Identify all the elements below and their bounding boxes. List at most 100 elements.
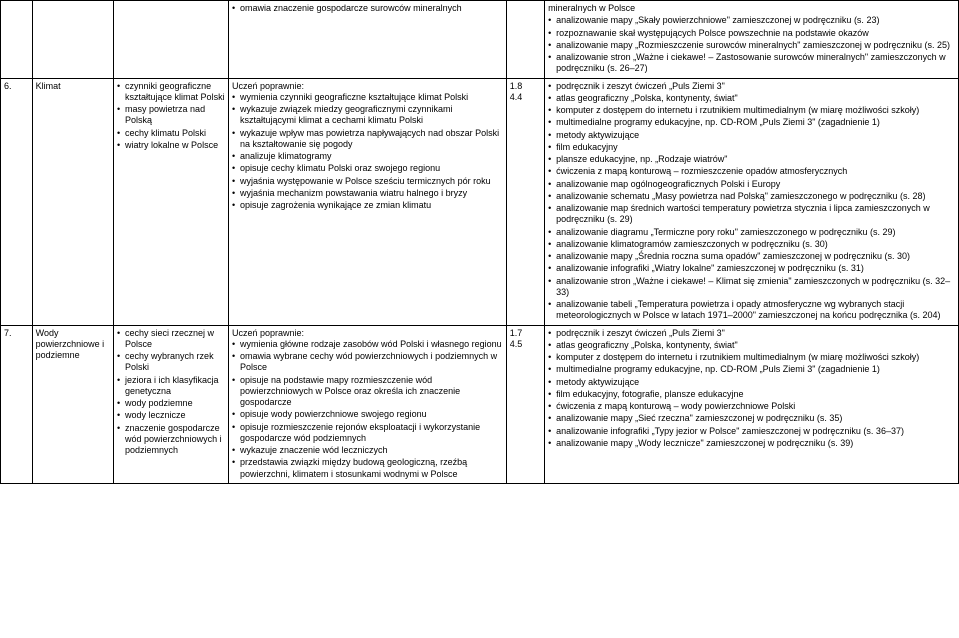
cell-resources: mineralnych w Polsceanalizowanie mapy „S… — [545, 1, 959, 79]
list-item: cechy klimatu Polski — [117, 128, 225, 139]
list-item: analizowanie mapy „Średnia roczna suma o… — [548, 251, 955, 262]
list-item: wykazuje znaczenie wód leczniczych — [232, 445, 503, 456]
list-item: czynniki geograficzne kształtujące klima… — [117, 81, 225, 104]
list-item: wymienia główne rodzaje zasobów wód Pols… — [232, 339, 503, 350]
list-item: cechy sieci rzecznej w Polsce — [117, 328, 225, 351]
ref-codes: 1.84.4 — [510, 81, 541, 104]
curriculum-table: omawia znaczenie gospodarcze surowców mi… — [0, 0, 959, 484]
list-item: opisuje na podstawie mapy rozmieszczenie… — [232, 375, 503, 409]
cell-title — [32, 1, 113, 79]
list-item: masy powietrza nad Polską — [117, 104, 225, 127]
ref-code: 4.5 — [510, 339, 541, 350]
row-title: Wody powierzchniowe i podziemne — [36, 328, 105, 361]
topic-list: czynniki geograficzne kształtujące klima… — [117, 81, 225, 152]
outcome-prefix: Uczeń poprawnie: — [232, 81, 503, 92]
topic-list: cechy sieci rzecznej w Polscecechy wybra… — [117, 328, 225, 457]
resource-list: podręcznik i zeszyt ćwiczeń „Puls Ziemi … — [548, 328, 955, 450]
list-item: wiatry lokalne w Polsce — [117, 140, 225, 151]
list-item: wykazuje związek miedzy geograficznymi c… — [232, 104, 503, 127]
list-item: atlas geograficzny „Polska, kontynenty, … — [548, 93, 955, 104]
list-item: analizowanie infografiki „Typy jezior w … — [548, 426, 955, 437]
cell-topics — [114, 1, 229, 79]
cell-title: Klimat — [32, 78, 113, 325]
cell-ref: 1.84.4 — [506, 78, 544, 325]
list-item: wody podziemne — [117, 398, 225, 409]
outcome-list: omawia znaczenie gospodarcze surowców mi… — [232, 3, 503, 14]
cell-ref: 1.74.5 — [506, 325, 544, 483]
list-item: film edukacyjny, fotografie, plansze edu… — [548, 389, 955, 400]
cell-ref — [506, 1, 544, 79]
list-item: przedstawia związki między budową geolog… — [232, 457, 503, 480]
list-item: podręcznik i zeszyt ćwiczeń „Puls Ziemi … — [548, 328, 955, 339]
cell-outcomes: Uczeń poprawnie: wymienia główne rodzaje… — [228, 325, 506, 483]
list-item: analizowanie mapy „Rozmieszczenie surowc… — [548, 40, 955, 51]
list-item: opisuje zagrożenia wynikające ze zmian k… — [232, 200, 503, 211]
cell-resources: podręcznik i zeszyt ćwiczeń „Puls Ziemi … — [545, 78, 959, 325]
list-item: analizowanie mapy „Skały powierzchniowe"… — [548, 15, 955, 26]
list-item: analizowanie diagramu „Termiczne pory ro… — [548, 227, 955, 238]
list-item: analizowanie stron „Ważne i ciekawe! – Z… — [548, 52, 955, 75]
table-row: omawia znaczenie gospodarcze surowców mi… — [1, 1, 959, 79]
list-item: plansze edukacyjne, np. „Rodzaje wiatrów… — [548, 154, 955, 165]
row-number: 7. — [4, 328, 12, 338]
list-item: analizowanie schematu „Masy powietrza na… — [548, 191, 955, 202]
ref-code: 1.7 — [510, 328, 541, 339]
list-item: komputer z dostępem do internetu i rzutn… — [548, 352, 955, 363]
list-item: metody aktywizujące — [548, 377, 955, 388]
list-item: metody aktywizujące — [548, 130, 955, 141]
list-item: analizowanie mapy „Wody lecznicze" zamie… — [548, 438, 955, 449]
list-item: ćwiczenia z mapą konturową – wody powier… — [548, 401, 955, 412]
row-title: Klimat — [36, 81, 61, 91]
list-item: omawia wybrane cechy wód powierzchniowyc… — [232, 351, 503, 374]
list-item: omawia znaczenie gospodarcze surowców mi… — [232, 3, 503, 14]
cell-outcomes: Uczeń poprawnie: wymienia czynniki geogr… — [228, 78, 506, 325]
list-item: analizowanie klimatogramów zamieszczonyc… — [548, 239, 955, 250]
list-item: wyjaśnia występowanie w Polsce sześciu t… — [232, 176, 503, 187]
list-item: analizowanie stron „Ważne i ciekawe! – K… — [548, 276, 955, 299]
list-item: wymienia czynniki geograficzne kształtuj… — [232, 92, 503, 103]
resource-list: podręcznik i zeszyt ćwiczeń „Puls Ziemi … — [548, 81, 955, 322]
list-item: film edukacyjny — [548, 142, 955, 153]
cell-outcomes: omawia znaczenie gospodarcze surowców mi… — [228, 1, 506, 79]
list-item: wykazuje wpływ mas powietrza napływający… — [232, 128, 503, 151]
list-item: analizowanie tabeli „Temperatura powietr… — [548, 299, 955, 322]
ref-code: 4.4 — [510, 92, 541, 103]
list-item: analizowanie map średnich wartości tempe… — [548, 203, 955, 226]
list-item: analizowanie infografiki „Wiatry lokalne… — [548, 263, 955, 274]
list-item: znaczenie gospodarcze wód powierzchniowy… — [117, 423, 225, 457]
cell-num — [1, 1, 33, 79]
outcome-list: wymienia czynniki geograficzne kształtuj… — [232, 92, 503, 212]
row-number: 6. — [4, 81, 12, 91]
cell-num: 7. — [1, 325, 33, 483]
list-item: analizuje klimatogramy — [232, 151, 503, 162]
list-item: ćwiczenia z mapą konturową – rozmieszcze… — [548, 166, 955, 177]
resource-list: analizowanie mapy „Skały powierzchniowe"… — [548, 15, 955, 74]
cell-topics: cechy sieci rzecznej w Polscecechy wybra… — [114, 325, 229, 483]
list-item: opisuje wody powierzchniowe swojego regi… — [232, 409, 503, 420]
table-row: 6. Klimat czynniki geograficzne kształtu… — [1, 78, 959, 325]
cell-title: Wody powierzchniowe i podziemne — [32, 325, 113, 483]
list-item: atlas geograficzny „Polska, kontynenty, … — [548, 340, 955, 351]
list-item: opisuje cechy klimatu Polski oraz swojeg… — [232, 163, 503, 174]
list-item: analizowanie map ogólnogeograficznych Po… — [548, 179, 955, 190]
ref-code: 1.8 — [510, 81, 541, 92]
list-item: podręcznik i zeszyt ćwiczeń „Puls Ziemi … — [548, 81, 955, 92]
table-row: 7. Wody powierzchniowe i podziemne cechy… — [1, 325, 959, 483]
list-item: komputer z dostępem do internetu i rzutn… — [548, 105, 955, 116]
list-item: rozpoznawanie skał występujących Polsce … — [548, 28, 955, 39]
cell-topics: czynniki geograficzne kształtujące klima… — [114, 78, 229, 325]
list-item: opisuje rozmieszczenie rejonów eksploata… — [232, 422, 503, 445]
cell-num: 6. — [1, 78, 33, 325]
cell-resources: podręcznik i zeszyt ćwiczeń „Puls Ziemi … — [545, 325, 959, 483]
list-item: jeziora i ich klasyfikacja genetyczna — [117, 375, 225, 398]
list-item: wody lecznicze — [117, 410, 225, 421]
list-item: mineralnych w Polsce — [548, 3, 955, 14]
list-item: wyjaśnia mechanizm powstawania wiatru ha… — [232, 188, 503, 199]
outcome-prefix: Uczeń poprawnie: — [232, 328, 503, 339]
list-item: multimedialne programy edukacyjne, np. C… — [548, 117, 955, 128]
list-item: cechy wybranych rzek Polski — [117, 351, 225, 374]
list-item: analizowanie mapy „Sieć rzeczna" zamiesz… — [548, 413, 955, 424]
list-item: multimedialne programy edukacyjne, np. C… — [548, 364, 955, 375]
ref-codes: 1.74.5 — [510, 328, 541, 351]
outcome-list: wymienia główne rodzaje zasobów wód Pols… — [232, 339, 503, 480]
